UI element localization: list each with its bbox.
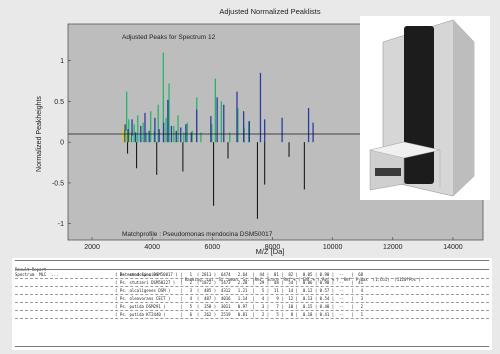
x-tick-label: 10000 — [323, 244, 343, 251]
report-row-species: ( Ps. putida DSM291 ) — [115, 304, 166, 309]
report-row-label: Spectrum MLC ... — [15, 272, 59, 277]
report-row-divider — [15, 286, 489, 287]
x-tick-label: 14000 — [443, 244, 463, 251]
report-row-values: | 1 ( 2811 ) 6474 2.64 | 44 | 81 | 82 | … — [180, 272, 364, 277]
report-column-species: : Detected Species — [115, 272, 159, 277]
report-row-species: ( Ps. alcaligenes DSM ) — [115, 288, 171, 293]
report-row-divider — [15, 310, 489, 311]
x-axis-label: M/Z [Da] — [256, 247, 285, 256]
report-row-species: ( Ps. putida KT2440 ) — [115, 312, 166, 317]
y-axis-label: Normalized Peakheights — [36, 96, 43, 172]
mass-spectrometer-instrument-icon — [360, 16, 490, 200]
x-tick-label: 8000 — [265, 244, 281, 251]
chart-title: Adjusted Normalized Peaklists — [219, 7, 321, 16]
report-row-species: ( Ps. stutzeri DSM50227 ) — [115, 280, 176, 285]
y-tick-label: 0.5 — [54, 99, 64, 106]
report-row-species: ( Ps. oleovorans CECT ) — [115, 296, 171, 301]
figure: Adjusted Normalized Peaklists 2000 4000 60… — [36, 7, 490, 256]
report-row-divider — [15, 302, 489, 303]
y-tick-label: -1 — [58, 221, 64, 228]
report-row-values: | 6 ( 262 ) 2519 0.81 | 2 | 5 | 8 | 0.18… — [180, 312, 364, 317]
result-report-table: Result Report : Detected Species | Ranki… — [12, 258, 492, 350]
x-tick-label: 6000 — [205, 244, 221, 251]
report-row-divider — [15, 294, 489, 295]
report-row-species: ( Ps. mendocina DSM50017 ) — [115, 272, 178, 277]
x-tick-label: 4000 — [144, 244, 160, 251]
report-row-divider — [15, 318, 489, 319]
report-row-values: | 5 ( 358 ) 3011 0.97 | 3 | 7 | 10 | 0.1… — [180, 304, 364, 309]
y-tick-label: -0.5 — [52, 180, 64, 187]
report-row-values: | 2 ( 1872 ) 5473 2.28 | 29 | 48 | 54 | … — [180, 280, 364, 285]
x-tick-label: 12000 — [383, 244, 403, 251]
report-row-divider — [15, 278, 489, 279]
report-row-values: | 3 ( 485 ) 4312 1.21 | 5 | 11 | 14 | 0.… — [180, 288, 364, 293]
y-tick-label: 0 — [60, 140, 64, 147]
report-column-metrics: | Ranking cnt St. mean St. (Ref Score Re… — [180, 277, 421, 282]
plot-subtitle: Adjusted Peaks for Spectrum 12 — [122, 34, 216, 41]
x-tick-label: 2000 — [84, 244, 100, 251]
report-row-values: | 4 ( 487 ) 4016 1.14 | 4 | 9 | 12 | 0.1… — [180, 296, 364, 301]
y-tick-label: 1 — [60, 58, 64, 65]
match-profile-annotation: Matchprofile : Pseudomonas mendocina DSM… — [122, 231, 273, 238]
